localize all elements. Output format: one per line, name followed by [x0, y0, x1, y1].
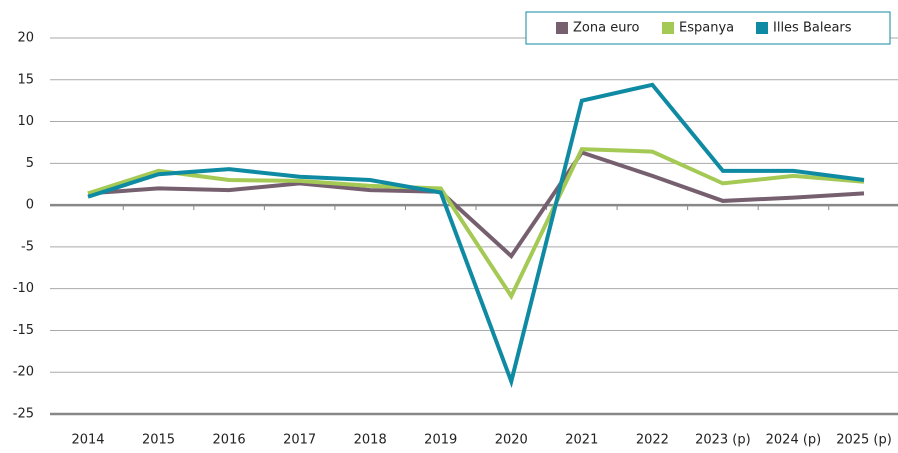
x-tick-label: 2020	[495, 433, 528, 448]
series-line	[87, 82, 865, 389]
y-tick-label: 15	[17, 72, 34, 87]
legend-label: Espanya	[679, 21, 734, 36]
legend: Zona euro Espanya Illes Balears	[525, 11, 891, 45]
legend-swatch	[662, 22, 674, 34]
y-tick-label: 10	[17, 114, 34, 129]
y-tick-label: -20	[13, 365, 34, 380]
x-tick-label: 2017	[283, 433, 316, 448]
legend-swatch	[556, 22, 568, 34]
x-tick-label: 2023 (p)	[695, 433, 751, 448]
y-tick-label: 5	[26, 156, 34, 171]
y-tick-label: 20	[17, 31, 34, 46]
legend-swatch	[756, 22, 768, 34]
x-tick-label: 2019	[424, 433, 457, 448]
y-tick-label: -15	[13, 323, 34, 338]
legend-label: Illes Balears	[773, 21, 852, 36]
x-tick-label: 2022	[636, 433, 669, 448]
series-line	[87, 150, 865, 260]
legend-box	[525, 11, 891, 45]
legend-label: Zona euro	[573, 21, 639, 36]
x-tick-label: 2014	[71, 433, 104, 448]
x-tick-label: 2024 (p)	[766, 433, 822, 448]
y-tick-label: -10	[13, 281, 34, 296]
x-tick-label: 2021	[565, 433, 598, 448]
y-tick-label: -25	[13, 407, 34, 422]
x-tick-label: 2015	[142, 433, 175, 448]
x-tick-label: 2018	[354, 433, 387, 448]
y-tick-label: -5	[21, 239, 34, 254]
y-tick-label: 0	[26, 198, 34, 213]
x-tick-label: 2025 (p)	[836, 433, 892, 448]
series-line	[87, 147, 865, 301]
x-tick-label: 2016	[213, 433, 246, 448]
